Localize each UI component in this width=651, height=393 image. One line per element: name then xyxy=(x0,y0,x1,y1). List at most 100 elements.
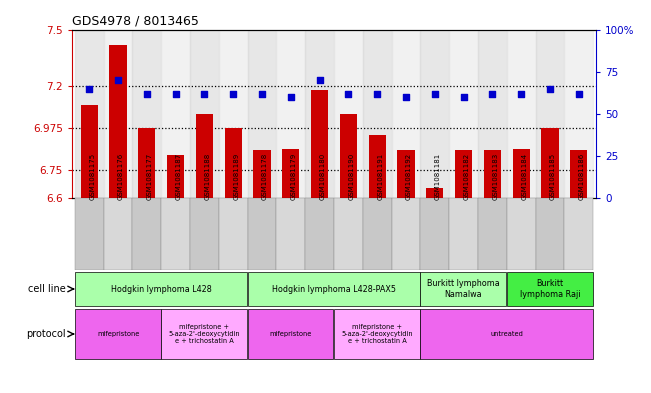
Text: GSM1081180: GSM1081180 xyxy=(320,153,326,200)
Text: GSM1081185: GSM1081185 xyxy=(550,153,556,200)
Bar xyxy=(421,30,449,198)
Text: Hodgkin lymphoma L428-PAX5: Hodgkin lymphoma L428-PAX5 xyxy=(272,285,396,294)
Bar xyxy=(506,198,536,270)
Point xyxy=(343,91,353,97)
Bar xyxy=(75,272,247,307)
Text: GSM1081181: GSM1081181 xyxy=(435,153,441,200)
Bar xyxy=(75,309,161,359)
Bar xyxy=(570,151,587,198)
Point xyxy=(401,94,411,100)
Bar xyxy=(564,198,593,270)
Text: GSM1081178: GSM1081178 xyxy=(262,153,268,200)
Bar xyxy=(305,198,334,270)
Point xyxy=(84,86,94,92)
Bar xyxy=(138,128,156,198)
Bar xyxy=(219,198,247,270)
Text: GSM1081183: GSM1081183 xyxy=(492,153,499,200)
Text: untreated: untreated xyxy=(490,331,523,337)
Bar xyxy=(368,134,386,198)
Bar xyxy=(334,198,363,270)
Bar xyxy=(536,198,564,270)
Point xyxy=(372,91,382,97)
Bar xyxy=(397,151,415,198)
Bar xyxy=(449,30,478,198)
Bar xyxy=(196,114,213,198)
Bar xyxy=(247,30,277,198)
Text: GSM1081189: GSM1081189 xyxy=(233,153,239,200)
Bar xyxy=(421,272,506,307)
Bar xyxy=(536,30,564,198)
Bar xyxy=(305,30,334,198)
Bar xyxy=(564,30,593,198)
Point xyxy=(199,91,210,97)
Bar xyxy=(541,128,559,198)
Bar xyxy=(478,198,506,270)
Point xyxy=(228,91,238,97)
Bar xyxy=(161,30,190,198)
Text: GSM1081190: GSM1081190 xyxy=(348,153,354,200)
Bar xyxy=(506,30,536,198)
Text: Hodgkin lymphoma L428: Hodgkin lymphoma L428 xyxy=(111,285,212,294)
Bar xyxy=(512,149,530,198)
Bar xyxy=(421,309,592,359)
Point xyxy=(487,91,497,97)
Bar xyxy=(190,198,219,270)
Bar xyxy=(247,198,277,270)
Bar xyxy=(104,198,132,270)
Bar xyxy=(253,151,271,198)
Bar xyxy=(311,90,328,198)
Bar xyxy=(75,198,104,270)
Text: GSM1081188: GSM1081188 xyxy=(204,153,210,200)
Bar xyxy=(363,198,392,270)
Bar xyxy=(104,30,132,198)
Text: Burkitt
lymphoma Raji: Burkitt lymphoma Raji xyxy=(519,279,580,299)
Bar xyxy=(109,45,127,198)
Bar xyxy=(247,272,420,307)
Bar xyxy=(161,198,190,270)
Bar xyxy=(277,198,305,270)
Text: mifepristone: mifepristone xyxy=(97,331,139,337)
Bar xyxy=(167,155,184,198)
Bar xyxy=(190,30,219,198)
Bar xyxy=(484,151,501,198)
Bar xyxy=(506,272,592,307)
Text: protocol: protocol xyxy=(26,329,66,339)
Text: GSM1081179: GSM1081179 xyxy=(291,153,297,200)
Text: GSM1081182: GSM1081182 xyxy=(464,153,469,200)
Bar xyxy=(334,309,420,359)
Bar xyxy=(340,114,357,198)
Bar xyxy=(81,105,98,198)
Bar xyxy=(132,30,161,198)
Bar xyxy=(421,198,449,270)
Text: Burkitt lymphoma
Namalwa: Burkitt lymphoma Namalwa xyxy=(427,279,500,299)
Bar xyxy=(161,309,247,359)
Text: GSM1081186: GSM1081186 xyxy=(579,153,585,200)
Text: GSM1081184: GSM1081184 xyxy=(521,153,527,200)
Point xyxy=(256,91,267,97)
Bar xyxy=(277,30,305,198)
Bar xyxy=(478,30,506,198)
Text: GSM1081192: GSM1081192 xyxy=(406,153,412,200)
Bar xyxy=(363,30,392,198)
Bar xyxy=(449,198,478,270)
Point xyxy=(458,94,469,100)
Text: GSM1081175: GSM1081175 xyxy=(89,153,95,200)
Point xyxy=(314,77,325,84)
Text: cell line: cell line xyxy=(28,284,66,294)
Bar xyxy=(334,30,363,198)
Bar xyxy=(392,198,421,270)
Bar xyxy=(225,128,242,198)
Bar xyxy=(455,151,472,198)
Text: GDS4978 / 8013465: GDS4978 / 8013465 xyxy=(72,15,199,28)
Text: GSM1081191: GSM1081191 xyxy=(377,153,383,200)
Text: GSM1081187: GSM1081187 xyxy=(176,153,182,200)
Point xyxy=(142,91,152,97)
Bar xyxy=(392,30,421,198)
Point xyxy=(171,91,181,97)
Bar xyxy=(75,30,104,198)
Text: mifepristone +
5-aza-2'-deoxycytidin
e + trichostatin A: mifepristone + 5-aza-2'-deoxycytidin e +… xyxy=(341,324,413,344)
Text: GSM1081176: GSM1081176 xyxy=(118,153,124,200)
Bar xyxy=(219,30,247,198)
Text: GSM1081177: GSM1081177 xyxy=(147,153,153,200)
Bar xyxy=(282,149,299,198)
